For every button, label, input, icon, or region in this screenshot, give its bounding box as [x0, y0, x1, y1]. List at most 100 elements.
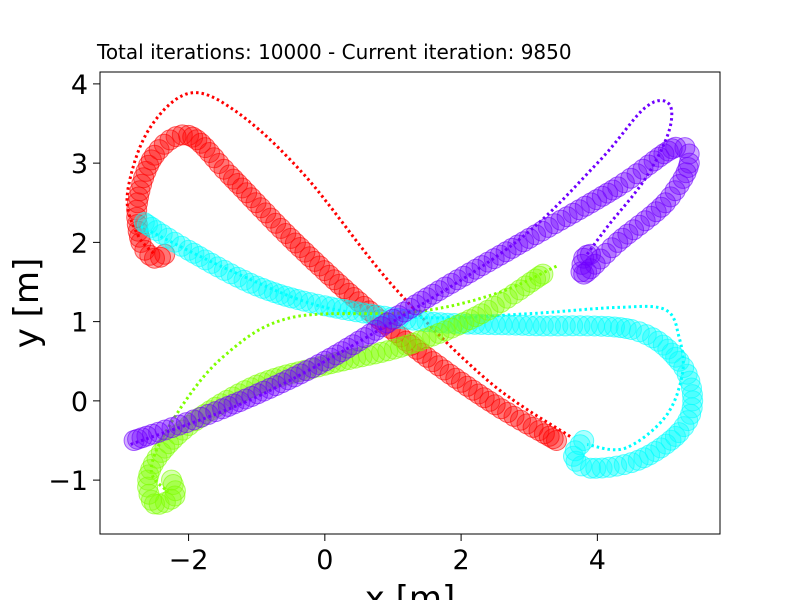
trail-marker — [503, 405, 525, 427]
trail-marker — [532, 315, 554, 337]
trail-marker — [525, 315, 547, 337]
y-tick-label: 1 — [71, 308, 88, 339]
trail-marker — [371, 316, 393, 338]
trail-marker — [220, 263, 242, 285]
planned-path-2 — [149, 264, 558, 494]
trail-marker — [503, 283, 525, 305]
trail-marker — [447, 269, 468, 291]
trail-marker — [164, 231, 186, 253]
trail-marker — [146, 220, 168, 242]
trail-marker — [433, 359, 455, 381]
trail-marker — [359, 323, 381, 345]
trail-marker — [365, 319, 387, 341]
trail-marker — [453, 265, 475, 287]
trail-marker — [382, 308, 404, 330]
trail-marker — [213, 259, 235, 281]
trail-marker — [462, 379, 484, 401]
trail-marker — [128, 186, 149, 208]
trail-marker — [668, 174, 690, 195]
trail-marker — [483, 295, 505, 317]
trail-marker — [556, 206, 578, 228]
trail-marker — [613, 172, 635, 194]
trail-marker — [501, 237, 523, 259]
trail-marker — [516, 413, 538, 435]
trail-marker — [682, 390, 704, 412]
trail-marker — [171, 235, 193, 257]
trail-marker — [479, 390, 501, 412]
trail-marker — [633, 447, 655, 469]
trail-marker — [283, 366, 305, 388]
trail-marker — [453, 312, 475, 333]
trail-marker — [164, 485, 186, 507]
trail-marker — [183, 242, 205, 264]
trail-marker — [439, 363, 461, 385]
trail-marker — [580, 243, 601, 265]
trail-marker — [189, 246, 210, 267]
trail-marker — [345, 301, 367, 323]
trail-marker — [591, 457, 613, 479]
trail-marker — [623, 219, 645, 241]
trail-marker — [626, 163, 648, 185]
trail-marker — [562, 315, 584, 337]
trail-marker — [445, 367, 467, 389]
trajectory-0 — [125, 91, 571, 451]
robot-trail-3 — [123, 136, 700, 451]
trail-marker — [296, 360, 318, 382]
y-axis-label: y [m] — [7, 258, 47, 349]
trail-marker — [219, 164, 240, 186]
trail-marker — [497, 402, 519, 423]
trail-marker — [342, 334, 364, 356]
trail-marker — [451, 371, 472, 393]
trail-marker — [376, 312, 398, 334]
trail-marker — [325, 344, 347, 366]
trail-marker — [161, 469, 182, 491]
y-tick-label: 3 — [71, 149, 88, 180]
trail-marker — [550, 209, 572, 231]
trail-marker — [677, 410, 699, 432]
trail-marker — [207, 256, 229, 278]
trail-marker — [459, 309, 481, 331]
x-tick-label: 2 — [453, 545, 470, 576]
robot-trail-0 — [126, 124, 567, 451]
trail-marker — [675, 162, 697, 184]
trail-marker — [672, 167, 694, 189]
trail-marker — [586, 189, 608, 211]
trail-marker — [410, 290, 432, 312]
trail-marker — [157, 227, 179, 249]
trail-marker — [456, 375, 478, 397]
robot-trail-1 — [133, 212, 704, 479]
trail-marker — [510, 409, 531, 431]
trajectory-3 — [123, 98, 700, 451]
robot-trail-2 — [137, 263, 554, 515]
trail-marker — [477, 299, 499, 321]
trail-marker — [150, 246, 171, 268]
planned-path-0 — [125, 91, 571, 438]
trail-marker — [422, 283, 444, 305]
trail-marker — [525, 224, 547, 246]
trail-marker — [573, 430, 595, 451]
trail-marker — [290, 363, 311, 385]
trail-marker — [440, 272, 462, 294]
trail-marker — [271, 372, 293, 394]
trail-marker — [490, 291, 512, 313]
trail-marker — [489, 244, 511, 266]
trail-marker — [650, 437, 672, 459]
trail-marker — [150, 441, 172, 463]
trail-marker — [580, 192, 602, 214]
trail-marker — [259, 377, 281, 399]
trail-marker — [465, 306, 487, 328]
trail-marker — [546, 430, 567, 451]
trail-marker — [422, 351, 444, 373]
trail-marker — [570, 261, 592, 283]
trail-marker — [399, 297, 421, 319]
trail-marker — [151, 223, 173, 245]
trail-marker — [194, 137, 216, 159]
trail-marker — [547, 315, 569, 337]
trail-marker — [595, 242, 617, 264]
trail-marker — [495, 241, 517, 263]
x-tick-label: 0 — [316, 545, 333, 576]
trail-marker — [393, 301, 415, 323]
trail-marker — [574, 195, 596, 217]
trail-marker — [277, 369, 299, 391]
trail-marker — [241, 386, 263, 407]
